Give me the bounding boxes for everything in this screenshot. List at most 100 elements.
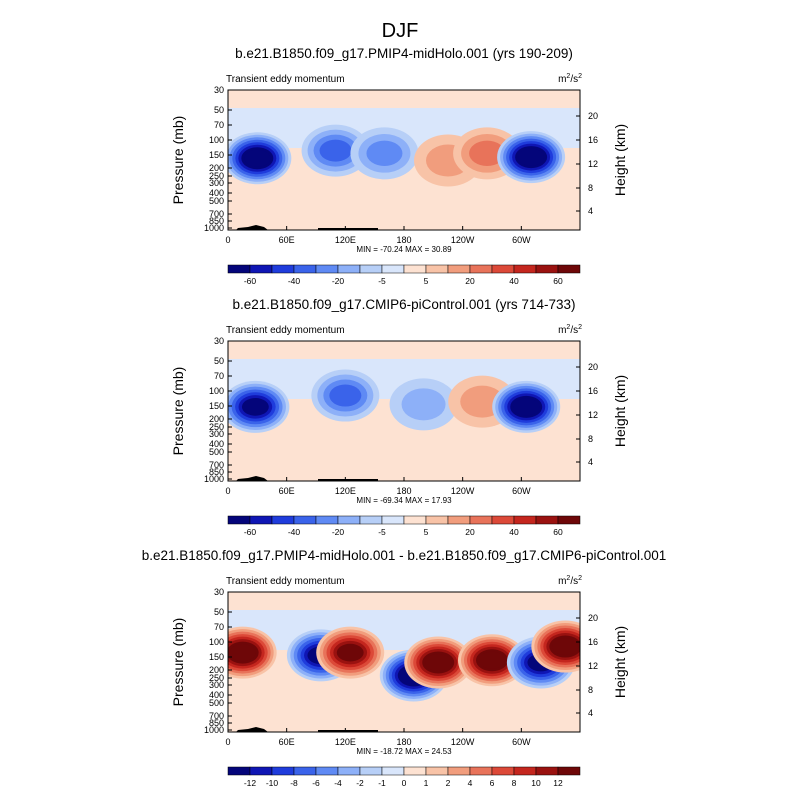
colorbar-label: -60 xyxy=(244,527,257,537)
panel-title: b.e21.B1850.f09_g17.CMIP6-piControl.001 … xyxy=(233,297,576,312)
colorbar-label: -8 xyxy=(290,778,298,788)
colorbar-segment xyxy=(315,766,339,776)
height-axis-label: Height (km) xyxy=(612,124,628,196)
colorbar-segment xyxy=(359,264,383,274)
height-tick-label: 8 xyxy=(588,685,593,695)
colorbar-label: -5 xyxy=(378,276,386,286)
x-tick-label: 60E xyxy=(279,737,295,747)
colorbar-segment xyxy=(535,766,559,776)
x-tick-label: 120E xyxy=(335,235,356,245)
colorbar-label: -40 xyxy=(288,527,301,537)
colorbar-segment xyxy=(315,515,339,525)
colorbar-segment xyxy=(425,766,449,776)
topography xyxy=(236,727,268,732)
units-label: m2/s2 xyxy=(558,73,582,85)
y-tick-label: 100 xyxy=(209,386,224,396)
colorbar-label: -20 xyxy=(332,527,345,537)
height-tick-label: 4 xyxy=(588,708,593,718)
colorbar-segment xyxy=(557,515,581,525)
contour-blob xyxy=(336,643,364,662)
y-tick-label: 30 xyxy=(214,336,224,346)
colorbar-segment xyxy=(249,264,273,274)
stats-text: MIN = -18.72 MAX = 24.53 xyxy=(356,747,452,756)
height-axis-label: Height (km) xyxy=(612,626,628,698)
contour-blob xyxy=(319,139,352,162)
panel-subtitle: Transient eddy momentum xyxy=(226,74,345,85)
colorbar-segment xyxy=(447,515,471,525)
y-tick-label: 500 xyxy=(209,447,224,457)
contour-field xyxy=(228,592,580,732)
colorbar-label: 60 xyxy=(553,276,563,286)
contour-blob xyxy=(229,644,256,662)
y-tick-label: 850 xyxy=(209,467,224,477)
y-tick-label: 400 xyxy=(209,690,224,700)
x-tick-label: 120W xyxy=(451,486,475,496)
panel-subtitle: Transient eddy momentum xyxy=(226,325,345,336)
y-tick-label: 850 xyxy=(209,216,224,226)
y-tick-label: 200 xyxy=(209,665,224,675)
contour-blob xyxy=(469,140,506,167)
x-tick-label: 180 xyxy=(396,235,411,245)
height-tick-label: 12 xyxy=(588,661,598,671)
colorbar-label: -1 xyxy=(378,778,386,788)
y-tick-label: 70 xyxy=(214,120,224,130)
y-axis-label: Pressure (mb) xyxy=(170,618,186,707)
colorbar-label: -4 xyxy=(334,778,342,788)
contour-blob xyxy=(401,388,446,421)
stats-text: MIN = -69.34 MAX = 17.93 xyxy=(356,496,452,505)
colorbar-segment xyxy=(337,264,361,274)
y-tick-label: 500 xyxy=(209,698,224,708)
x-tick-label: 0 xyxy=(225,737,230,747)
colorbar-segment xyxy=(535,515,559,525)
y-tick-label: 300 xyxy=(209,178,224,188)
y-tick-label: 1000 xyxy=(204,474,224,484)
height-tick-label: 12 xyxy=(588,159,598,169)
units-label: m2/s2 xyxy=(558,575,582,587)
y-tick-label: 700 xyxy=(209,460,224,470)
height-tick-label: 20 xyxy=(588,111,598,121)
x-tick-label: 0 xyxy=(225,486,230,496)
topography xyxy=(236,476,268,481)
colorbar-label: -12 xyxy=(244,778,257,788)
height-tick-label: 16 xyxy=(588,135,598,145)
y-tick-label: 300 xyxy=(209,680,224,690)
colorbar-segment xyxy=(381,515,405,525)
colorbar-label: 5 xyxy=(424,527,429,537)
colorbar-label: 0 xyxy=(402,778,407,788)
y-tick-label: 150 xyxy=(209,150,224,160)
y-tick-label: 400 xyxy=(209,188,224,198)
y-tick-label: 30 xyxy=(214,587,224,597)
colorbar-segment xyxy=(557,766,581,776)
units-part: m xyxy=(558,576,566,587)
height-axis-label: Height (km) xyxy=(612,375,628,447)
contour-blob xyxy=(479,651,505,669)
height-tick-label: 8 xyxy=(588,434,593,444)
topography xyxy=(318,730,378,732)
units-part: 2 xyxy=(578,324,582,331)
contour-field xyxy=(228,90,580,230)
colorbar-label: -20 xyxy=(332,276,345,286)
height-tick-label: 20 xyxy=(588,613,598,623)
y-tick-label: 200 xyxy=(209,414,224,424)
contour-field xyxy=(228,341,580,481)
x-tick-label: 0 xyxy=(225,235,230,245)
colorbar-segment xyxy=(469,515,493,525)
colorbar-segment xyxy=(293,515,317,525)
colorbar-segment xyxy=(425,264,449,274)
units-part: 2 xyxy=(578,575,582,582)
y-tick-label: 1000 xyxy=(204,725,224,735)
y-tick-label: 70 xyxy=(214,371,224,381)
units-part: m xyxy=(558,325,566,336)
contour-blob xyxy=(366,140,403,167)
y-tick-label: 700 xyxy=(209,711,224,721)
colorbar-label: 5 xyxy=(424,276,429,286)
colorbar-segment xyxy=(535,264,559,274)
colorbar-segment xyxy=(359,515,383,525)
contour-blob xyxy=(244,149,271,167)
contour-blob xyxy=(518,148,545,166)
contour-blob xyxy=(241,398,269,416)
x-tick-label: 120W xyxy=(451,737,475,747)
y-tick-label: 150 xyxy=(209,401,224,411)
x-tick-label: 60W xyxy=(512,737,531,747)
